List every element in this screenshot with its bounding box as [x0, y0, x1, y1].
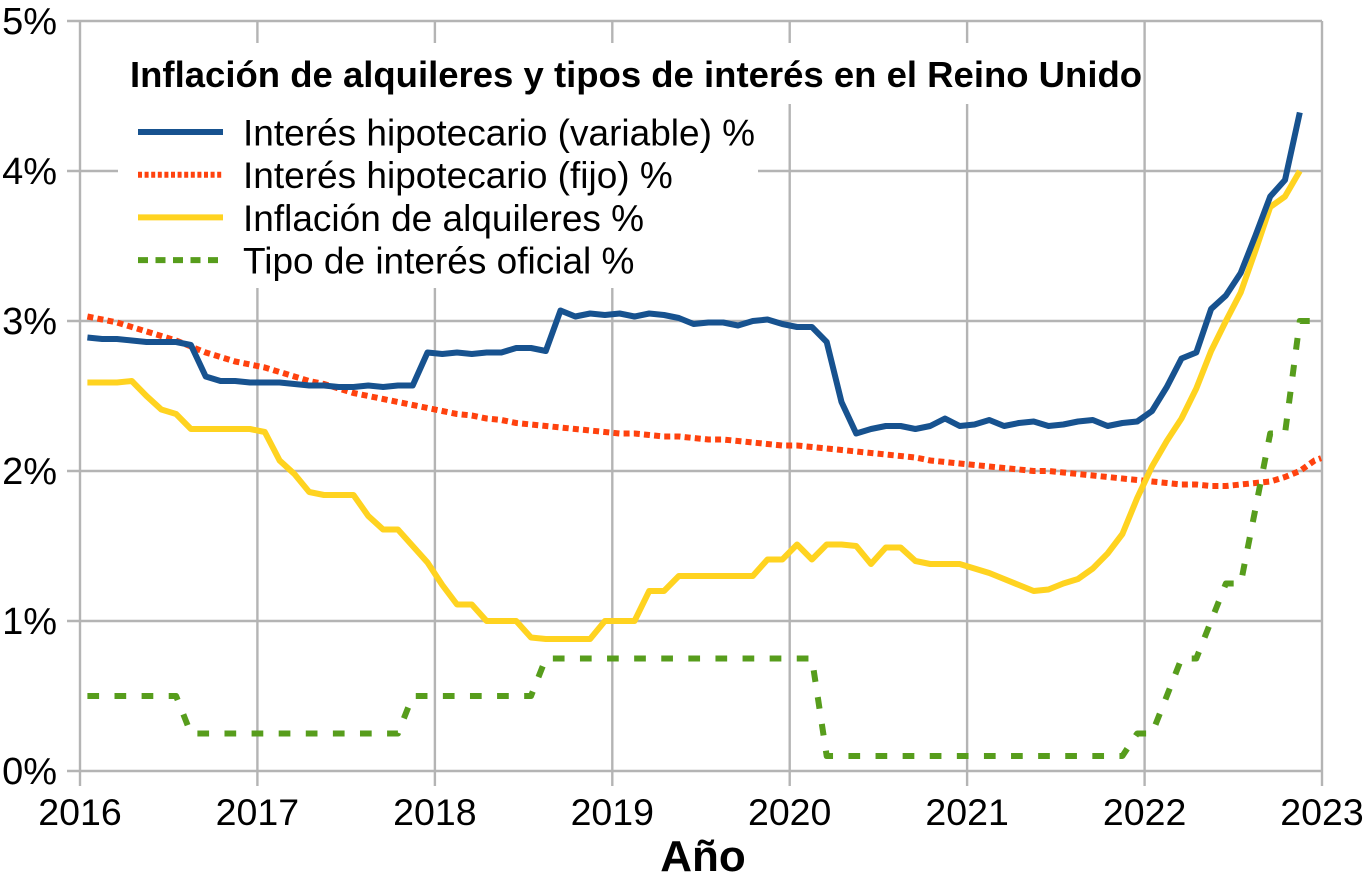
svg-text:5%: 5% [2, 1, 57, 43]
svg-text:0%: 0% [2, 751, 57, 793]
svg-text:1%: 1% [2, 601, 57, 643]
svg-text:2018: 2018 [393, 791, 476, 833]
svg-text:Inflación de alquileres %: Inflación de alquileres % [243, 198, 644, 239]
svg-text:2023: 2023 [1280, 791, 1363, 833]
svg-text:2017: 2017 [216, 791, 299, 833]
svg-text:2021: 2021 [925, 791, 1008, 833]
svg-text:2%: 2% [2, 451, 57, 493]
svg-text:Interés hipotecario (variable): Interés hipotecario (variable) % [243, 112, 755, 153]
svg-text:Tipo de interés oficial %: Tipo de interés oficial % [243, 241, 634, 282]
svg-text:Interés hipotecario (fijo) %: Interés hipotecario (fijo) % [243, 155, 673, 196]
svg-text:3%: 3% [2, 301, 57, 343]
svg-text:4%: 4% [2, 151, 57, 193]
svg-text:2016: 2016 [38, 791, 121, 833]
svg-text:Inflación de alquileres y tipo: Inflación de alquileres y tipos de inter… [130, 54, 1142, 95]
svg-text:Año: Año [660, 832, 746, 877]
svg-text:2022: 2022 [1103, 791, 1186, 833]
svg-text:2020: 2020 [748, 791, 831, 833]
svg-text:2019: 2019 [571, 791, 654, 833]
